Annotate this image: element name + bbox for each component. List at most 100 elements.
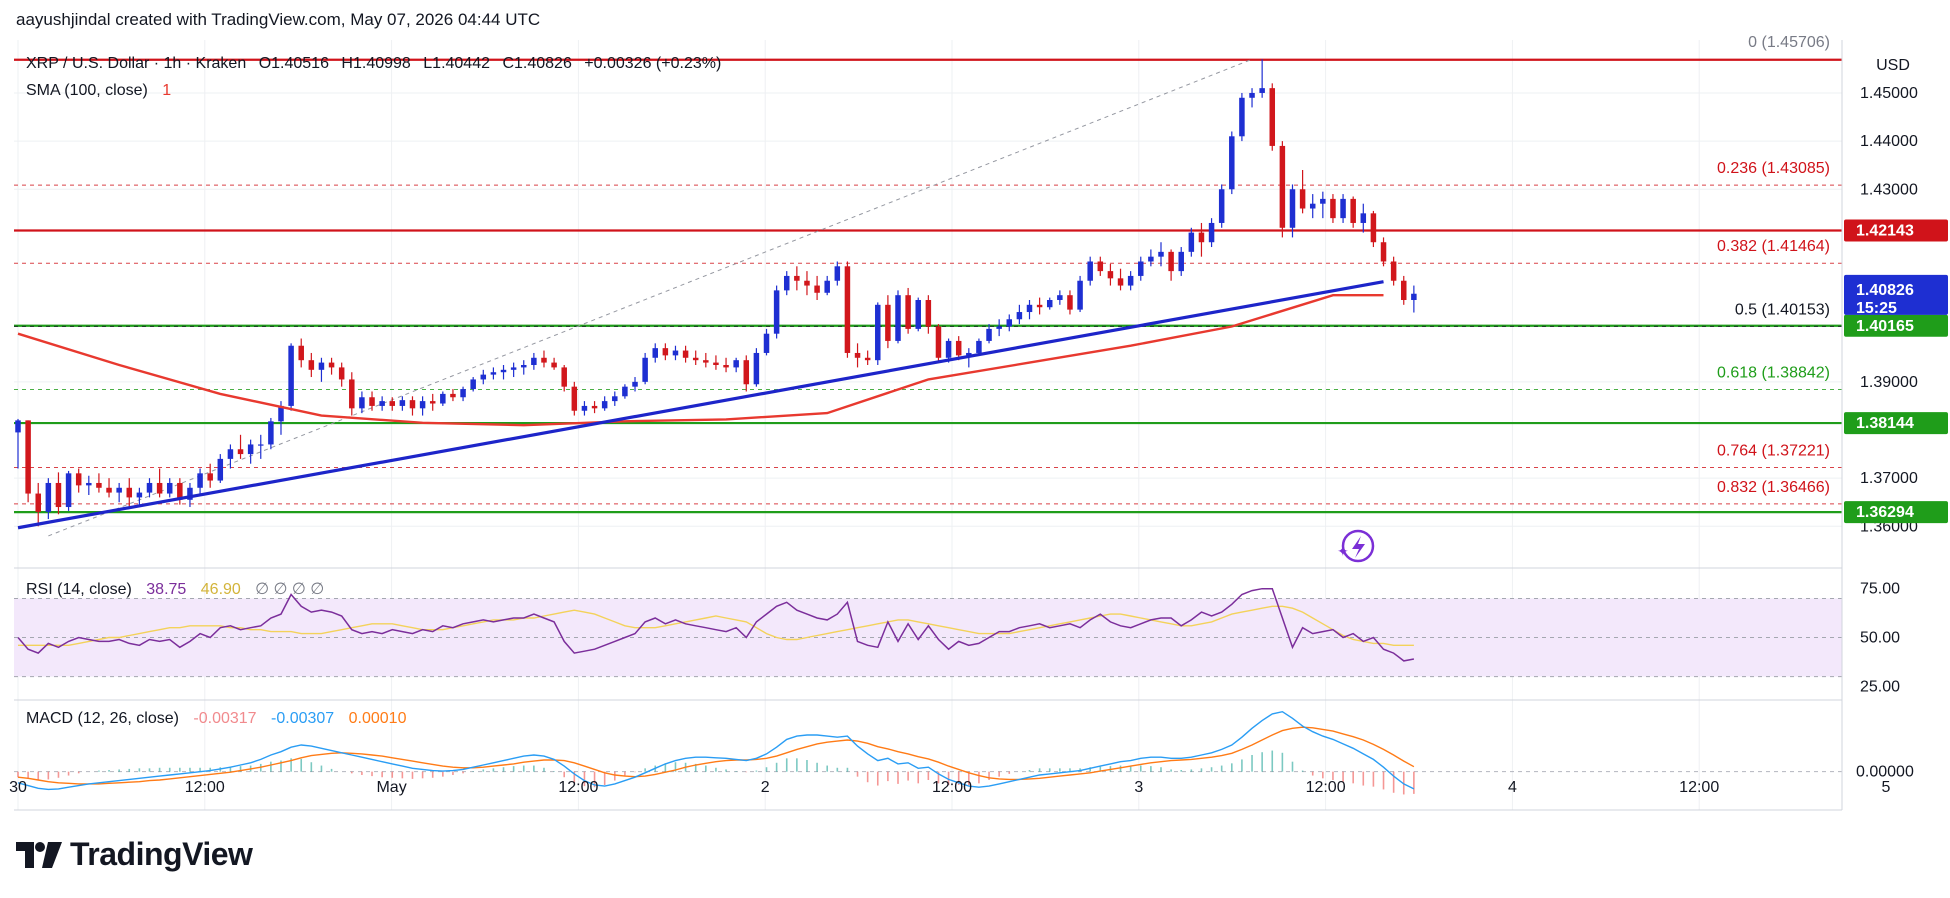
candle-body [156, 482, 163, 494]
sma-line [17, 294, 1384, 427]
candle-body [1279, 145, 1286, 228]
macd-signal-line [17, 726, 1415, 785]
candle-body [996, 326, 1002, 329]
chart-legend: XRP / U.S. Dollar · 1h · Kraken O1.40516… [26, 55, 721, 727]
candle-body [207, 473, 213, 481]
candle-body [65, 473, 72, 508]
svg-text:✦: ✦ [1337, 543, 1349, 559]
candle-body [622, 386, 628, 397]
candle-body [864, 357, 871, 361]
time-tick-label: 12:00 [185, 779, 225, 796]
svg-text:MACD (12, 26, close) -0.: MACD (12, 26, close) -0.00317 -0.00307 0… [26, 710, 407, 727]
candle-body [1309, 203, 1316, 209]
candle-body [976, 340, 982, 353]
candle-body [895, 295, 901, 341]
last-price-tag: 1.40826 [1856, 282, 1914, 299]
candle-body [1046, 300, 1053, 308]
candle-body [703, 360, 709, 363]
horizontal-levels[interactable] [14, 58, 1842, 514]
candle-body [1350, 198, 1356, 223]
candle-body [1340, 198, 1346, 219]
candlestick-series [15, 59, 1417, 527]
candle-body [966, 352, 972, 356]
rsi-tick-label: 25.00 [1860, 678, 1900, 695]
candle-body [1067, 295, 1073, 310]
price-tag: 1.38144 [1856, 415, 1914, 432]
candle-body [1330, 198, 1336, 219]
svg-text:SMA (100, close) 1: SMA (100, close) 1 [26, 82, 171, 99]
price-chart[interactable]: 0 (1.45706) 0.236 (1.43085) 0.382 (1.41464… [0, 0, 1950, 820]
candle-body [136, 492, 143, 498]
candle-body [834, 266, 841, 281]
candle-body [450, 393, 456, 398]
candle-body [1168, 251, 1174, 272]
candle-body [379, 401, 385, 406]
candle-body [318, 362, 325, 370]
candle-body [844, 266, 851, 353]
fib-level-label: 0.832 (1.36466) [1717, 479, 1830, 496]
svg-text:RSI (14, close) 38.75: RSI (14, close) 38.75 46.90 ∅ ∅ ∅ ∅ [26, 581, 324, 598]
tradingview-logo[interactable]: TradingView [16, 836, 253, 873]
candle-body [389, 401, 396, 406]
candle-body [268, 421, 274, 445]
candle-body [541, 357, 547, 363]
chart-credit: aayushjindal created with TradingView.co… [16, 10, 541, 29]
candle-body [521, 365, 527, 368]
candle-body [1401, 280, 1407, 300]
candle-body [1158, 251, 1164, 257]
candle-body [1370, 213, 1377, 243]
candle-body [1320, 198, 1326, 204]
price-tick-label: 1.39000 [1860, 374, 1918, 391]
candle-body [1249, 92, 1255, 98]
time-tick-label: 12:00 [1679, 779, 1719, 796]
svg-text:XRP / U.S. Dollar · 1h · Krake: XRP / U.S. Dollar · 1h · Kraken O1.40516… [26, 55, 721, 72]
ohlc-change: +0.00326 (+0.23%) [584, 55, 721, 72]
macd-line-value: -0.00307 [271, 710, 334, 727]
price-tick-label: 1.45000 [1860, 85, 1918, 102]
candle-body [359, 397, 365, 409]
candle-body [723, 365, 729, 368]
candle-body [945, 340, 952, 358]
time-tick-label: 12:00 [1306, 779, 1346, 796]
candle-body [490, 372, 497, 375]
candle-body [35, 493, 41, 512]
candle-body [1077, 280, 1083, 310]
candle-body [1026, 304, 1033, 313]
candle-body [146, 482, 153, 493]
axis-tick-labels: 3012:00May12:00212:00312:00412:00512:006… [9, 85, 1918, 796]
candle-body [217, 458, 224, 481]
candle-body [15, 420, 21, 433]
candle-body [258, 444, 264, 446]
candle-body [571, 386, 578, 411]
macd-pane [14, 710, 1842, 795]
fib-level-label: 0 (1.45706) [1748, 34, 1830, 51]
candle-body [1289, 189, 1296, 228]
candle-body [652, 348, 658, 358]
time-tick-label: 2 [761, 779, 770, 796]
fib-level-label: 0.764 (1.37221) [1717, 443, 1830, 460]
candle-body [591, 405, 598, 409]
ohlc-open: O1.40516 [259, 55, 329, 72]
time-tick-label: 12:00 [558, 779, 598, 796]
candle-body [460, 389, 466, 398]
candle-body [25, 420, 31, 494]
candle-body [743, 360, 750, 385]
candle-body [1411, 293, 1417, 300]
candle-body [1269, 88, 1276, 146]
lightning-alert-icon[interactable]: ✦ [1337, 529, 1375, 563]
candle-body [854, 352, 861, 358]
candle-body [470, 379, 476, 390]
currency-label: USD [1876, 57, 1910, 74]
candle-body [885, 304, 891, 341]
price-tag: 1.40165 [1856, 318, 1914, 335]
fibonacci-retracement[interactable]: 0 (1.45706) 0.236 (1.43085) 0.382 (1.41464… [14, 34, 1842, 537]
candle-body [1380, 242, 1387, 262]
macd-label: MACD (12, 26, close) [26, 710, 179, 727]
macd-hist-value: -0.00317 [193, 710, 256, 727]
time-tick-label: 12:00 [932, 779, 972, 796]
time-tick-label: 30 [9, 779, 27, 796]
candle-body [925, 300, 932, 327]
candle-body [581, 405, 588, 411]
chart-overlays[interactable] [17, 280, 1384, 530]
